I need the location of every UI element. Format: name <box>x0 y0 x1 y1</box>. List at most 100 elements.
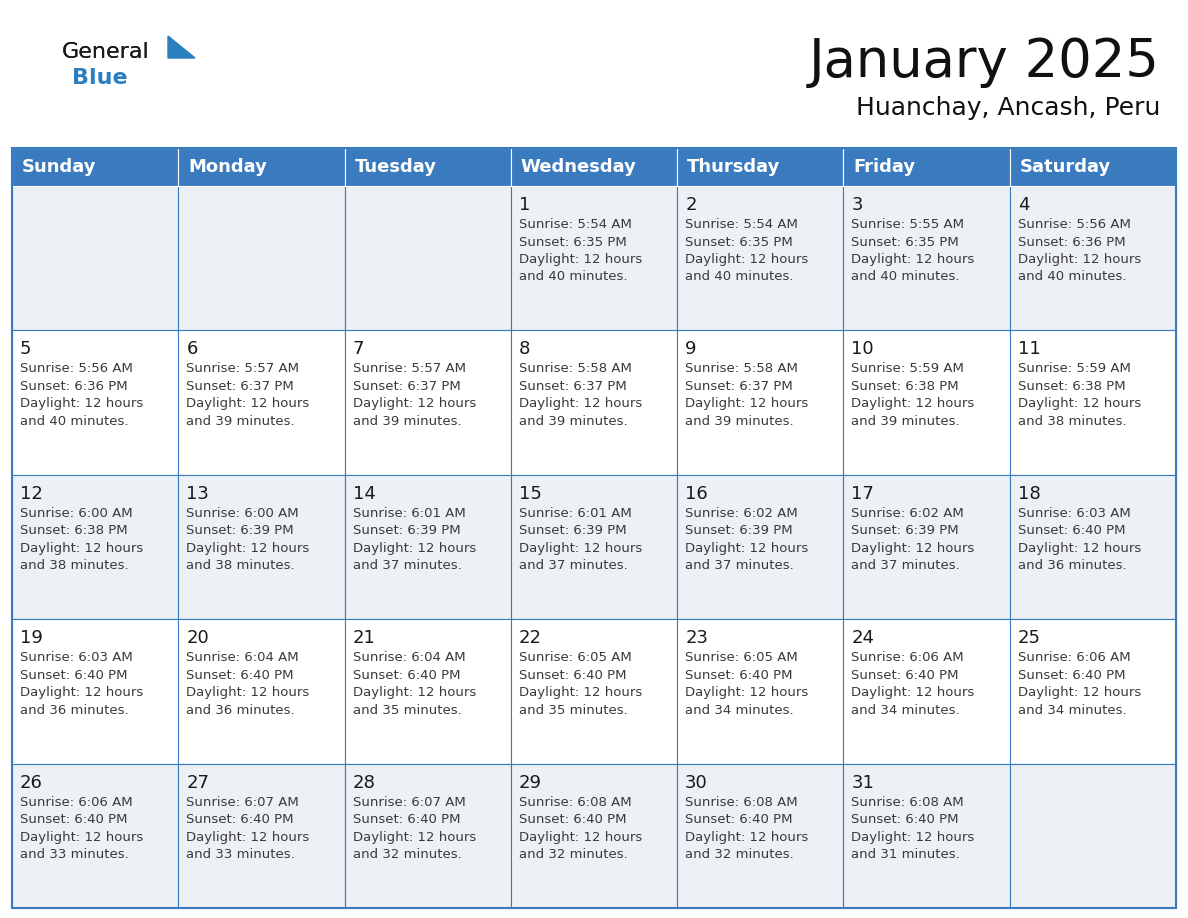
Bar <box>843 186 1010 330</box>
Bar <box>1010 475 1176 620</box>
Text: Daylight: 12 hours: Daylight: 12 hours <box>1018 542 1140 554</box>
Text: Daylight: 12 hours: Daylight: 12 hours <box>519 253 642 266</box>
Text: and 39 minutes.: and 39 minutes. <box>685 415 794 428</box>
Text: Sunset: 6:35 PM: Sunset: 6:35 PM <box>852 236 959 249</box>
Bar <box>1010 330 1176 475</box>
Text: 3: 3 <box>852 196 862 214</box>
Text: Daylight: 12 hours: Daylight: 12 hours <box>852 397 974 410</box>
Text: Daylight: 12 hours: Daylight: 12 hours <box>1018 253 1140 266</box>
Text: Sunrise: 6:05 AM: Sunrise: 6:05 AM <box>519 651 632 665</box>
Text: Sunset: 6:40 PM: Sunset: 6:40 PM <box>852 813 959 826</box>
Text: 21: 21 <box>353 629 375 647</box>
Text: Sunset: 6:40 PM: Sunset: 6:40 PM <box>519 813 626 826</box>
Text: and 34 minutes.: and 34 minutes. <box>685 704 794 717</box>
Text: Sunrise: 5:56 AM: Sunrise: 5:56 AM <box>20 363 133 375</box>
Text: Sunrise: 6:02 AM: Sunrise: 6:02 AM <box>685 507 798 520</box>
Bar <box>178 330 345 475</box>
Bar <box>843 148 1010 186</box>
Bar <box>1010 148 1176 186</box>
Text: Sunrise: 6:01 AM: Sunrise: 6:01 AM <box>353 507 466 520</box>
Text: Sunrise: 6:07 AM: Sunrise: 6:07 AM <box>187 796 299 809</box>
Bar <box>178 148 345 186</box>
Text: Thursday: Thursday <box>687 158 781 176</box>
Text: Daylight: 12 hours: Daylight: 12 hours <box>519 397 642 410</box>
Text: Daylight: 12 hours: Daylight: 12 hours <box>20 542 144 554</box>
Text: 14: 14 <box>353 485 375 503</box>
Bar <box>1010 186 1176 330</box>
Text: 24: 24 <box>852 629 874 647</box>
Text: 17: 17 <box>852 485 874 503</box>
Text: Sunset: 6:40 PM: Sunset: 6:40 PM <box>353 813 460 826</box>
Text: and 35 minutes.: and 35 minutes. <box>519 704 627 717</box>
Text: Sunrise: 6:00 AM: Sunrise: 6:00 AM <box>20 507 133 520</box>
Polygon shape <box>168 36 195 58</box>
Bar <box>511 620 677 764</box>
Text: Sunset: 6:39 PM: Sunset: 6:39 PM <box>187 524 293 537</box>
Text: General: General <box>62 42 150 62</box>
Text: and 33 minutes.: and 33 minutes. <box>20 848 128 861</box>
Text: 30: 30 <box>685 774 708 791</box>
Text: and 37 minutes.: and 37 minutes. <box>685 559 794 572</box>
Text: 19: 19 <box>20 629 43 647</box>
Bar <box>677 330 843 475</box>
Text: and 37 minutes.: and 37 minutes. <box>353 559 461 572</box>
Text: Daylight: 12 hours: Daylight: 12 hours <box>519 686 642 700</box>
Text: and 38 minutes.: and 38 minutes. <box>20 559 128 572</box>
Text: Sunrise: 6:06 AM: Sunrise: 6:06 AM <box>1018 651 1130 665</box>
Text: 28: 28 <box>353 774 375 791</box>
Bar <box>677 620 843 764</box>
Text: and 31 minutes.: and 31 minutes. <box>852 848 960 861</box>
Text: Sunrise: 6:05 AM: Sunrise: 6:05 AM <box>685 651 798 665</box>
Text: 26: 26 <box>20 774 43 791</box>
Text: Daylight: 12 hours: Daylight: 12 hours <box>685 831 808 844</box>
Text: Sunrise: 6:08 AM: Sunrise: 6:08 AM <box>519 796 632 809</box>
Text: Sunset: 6:36 PM: Sunset: 6:36 PM <box>20 380 127 393</box>
Text: Sunrise: 6:03 AM: Sunrise: 6:03 AM <box>1018 507 1131 520</box>
Text: Blue: Blue <box>72 68 127 88</box>
Text: Sunrise: 5:54 AM: Sunrise: 5:54 AM <box>685 218 798 231</box>
Text: Sunrise: 6:02 AM: Sunrise: 6:02 AM <box>852 507 965 520</box>
Bar <box>178 475 345 620</box>
Text: Daylight: 12 hours: Daylight: 12 hours <box>353 831 476 844</box>
Text: Daylight: 12 hours: Daylight: 12 hours <box>187 831 310 844</box>
Text: Daylight: 12 hours: Daylight: 12 hours <box>685 397 808 410</box>
Text: Sunrise: 6:06 AM: Sunrise: 6:06 AM <box>20 796 133 809</box>
Text: Sunrise: 6:08 AM: Sunrise: 6:08 AM <box>852 796 963 809</box>
Text: Sunset: 6:40 PM: Sunset: 6:40 PM <box>20 813 127 826</box>
Text: 22: 22 <box>519 629 542 647</box>
Text: Sunset: 6:35 PM: Sunset: 6:35 PM <box>519 236 626 249</box>
Text: Sunset: 6:40 PM: Sunset: 6:40 PM <box>353 668 460 682</box>
Text: and 40 minutes.: and 40 minutes. <box>852 271 960 284</box>
Text: Sunrise: 5:59 AM: Sunrise: 5:59 AM <box>852 363 965 375</box>
Text: 4: 4 <box>1018 196 1029 214</box>
Bar <box>843 330 1010 475</box>
Bar <box>511 764 677 908</box>
Bar <box>12 148 178 186</box>
Text: Sunrise: 6:03 AM: Sunrise: 6:03 AM <box>20 651 133 665</box>
Bar <box>178 764 345 908</box>
Text: Sunrise: 5:54 AM: Sunrise: 5:54 AM <box>519 218 632 231</box>
Text: Daylight: 12 hours: Daylight: 12 hours <box>353 397 476 410</box>
Text: Sunset: 6:37 PM: Sunset: 6:37 PM <box>353 380 460 393</box>
Text: Sunset: 6:40 PM: Sunset: 6:40 PM <box>852 668 959 682</box>
Text: Sunset: 6:39 PM: Sunset: 6:39 PM <box>852 524 959 537</box>
Bar <box>12 330 178 475</box>
Text: Tuesday: Tuesday <box>354 158 436 176</box>
Text: Sunset: 6:39 PM: Sunset: 6:39 PM <box>685 524 792 537</box>
Text: 27: 27 <box>187 774 209 791</box>
Bar <box>345 148 511 186</box>
Text: Sunrise: 5:55 AM: Sunrise: 5:55 AM <box>852 218 965 231</box>
Text: Daylight: 12 hours: Daylight: 12 hours <box>187 686 310 700</box>
Text: 2: 2 <box>685 196 696 214</box>
Text: 31: 31 <box>852 774 874 791</box>
Bar <box>511 148 677 186</box>
Bar <box>178 620 345 764</box>
Text: Sunset: 6:38 PM: Sunset: 6:38 PM <box>1018 380 1125 393</box>
Bar <box>178 186 345 330</box>
Text: 16: 16 <box>685 485 708 503</box>
Text: and 36 minutes.: and 36 minutes. <box>20 704 128 717</box>
Text: Daylight: 12 hours: Daylight: 12 hours <box>852 253 974 266</box>
Text: and 35 minutes.: and 35 minutes. <box>353 704 461 717</box>
Text: Huanchay, Ancash, Peru: Huanchay, Ancash, Peru <box>855 96 1159 120</box>
Text: Sunset: 6:40 PM: Sunset: 6:40 PM <box>685 813 792 826</box>
